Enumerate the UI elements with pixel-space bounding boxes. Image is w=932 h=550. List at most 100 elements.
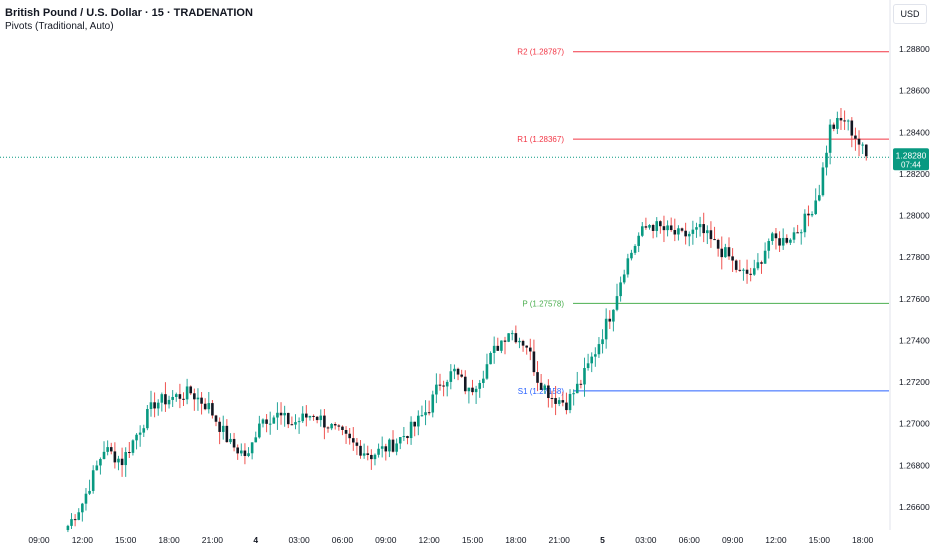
candle-body — [178, 394, 182, 399]
candle-body — [207, 403, 211, 410]
candle-body — [193, 393, 196, 400]
candle-body — [807, 213, 810, 216]
candle-body — [720, 248, 724, 258]
candle-body — [91, 470, 95, 491]
candle-body — [413, 421, 416, 427]
candle-body — [333, 424, 337, 426]
candle-body — [214, 415, 218, 422]
candle-body — [673, 230, 677, 235]
candle-body — [463, 376, 467, 392]
symbol-title[interactable]: British Pound / U.S. Dollar · 15 · TRADE… — [5, 7, 253, 19]
candle-body — [286, 412, 290, 425]
candle-body — [706, 230, 709, 234]
candle-body — [355, 442, 359, 446]
candle-body — [70, 519, 73, 526]
time-tick-label: 12:00 — [419, 535, 441, 545]
candle-body — [351, 438, 355, 443]
candle-body — [427, 412, 431, 414]
candle-body — [442, 385, 445, 387]
candle-body — [323, 415, 326, 428]
candle-body — [767, 241, 771, 251]
candle-body — [474, 388, 478, 393]
pivot-label: R1 (1.28367) — [517, 135, 564, 144]
time-tick-label: 12:00 — [72, 535, 94, 545]
candle-body — [612, 309, 615, 322]
pivot-label: P (1.27578) — [522, 299, 564, 308]
candle-body — [265, 419, 268, 424]
currency-button[interactable]: USD — [893, 4, 927, 24]
candle-body — [297, 421, 301, 423]
candle-body — [760, 262, 763, 264]
candle-body — [709, 230, 713, 240]
candle-body — [500, 340, 503, 351]
time-tick-label: 03:00 — [288, 535, 310, 545]
candle-body — [622, 274, 626, 283]
candle-body — [467, 387, 471, 392]
candle-body — [496, 345, 500, 351]
candle-body — [825, 152, 828, 168]
candle-body — [305, 413, 308, 418]
candle-body — [460, 374, 463, 377]
candle-body — [507, 333, 510, 342]
candle-body — [857, 138, 861, 145]
candle-body — [583, 368, 586, 385]
candle-body — [597, 344, 601, 355]
candle-body — [861, 144, 864, 146]
last-price-value: 1.28280 — [896, 150, 927, 160]
candle-body — [88, 490, 91, 494]
time-tick-label: 03:00 — [635, 535, 657, 545]
last-price-tag[interactable] — [893, 148, 929, 171]
price-tick-label: 1.28600 — [899, 86, 930, 96]
candle-body — [554, 398, 557, 404]
candle-body — [655, 221, 659, 231]
candle-body — [680, 228, 684, 231]
candle-body — [84, 493, 88, 504]
candle-body — [485, 364, 489, 379]
candle-body — [648, 225, 651, 228]
candle-body — [745, 269, 749, 274]
candle-body — [510, 333, 514, 335]
candle-body — [330, 424, 333, 429]
candle-body — [109, 447, 113, 452]
candle-body — [120, 458, 124, 466]
time-tick-label: 06:00 — [332, 535, 354, 545]
candle-body — [626, 258, 630, 275]
candle-body — [756, 262, 760, 269]
candle-body — [445, 381, 449, 387]
candle-body — [203, 403, 207, 410]
candle-body — [312, 415, 315, 417]
price-tick-label: 1.27800 — [899, 252, 930, 262]
candle-body — [492, 345, 496, 353]
candle-body — [456, 368, 460, 375]
candle-body — [633, 245, 637, 253]
candle-body — [337, 425, 341, 427]
candle-body — [568, 393, 572, 411]
candle-body — [138, 432, 142, 435]
candle-body — [666, 225, 669, 231]
candle-body — [529, 347, 532, 352]
candle-body — [66, 525, 70, 531]
chart-legend: British Pound / U.S. Dollar · 15 · TRADE… — [5, 6, 253, 33]
candle-body — [471, 387, 474, 393]
indicator-label[interactable]: Pivots (Traditional, Auto) — [5, 21, 114, 32]
time-tick-label: 15:00 — [809, 535, 831, 545]
candle-body — [771, 233, 774, 242]
candle-body — [185, 386, 189, 400]
time-tick-label: 18:00 — [505, 535, 527, 545]
candle-body — [417, 415, 420, 427]
candle-body — [575, 383, 579, 394]
candle-body — [211, 403, 214, 416]
time-tick-label: 09:00 — [722, 535, 744, 545]
candle-body — [81, 503, 84, 513]
candle-body — [539, 382, 543, 390]
candle-body — [716, 239, 720, 249]
candle-body — [843, 120, 846, 122]
candle-body — [232, 438, 236, 448]
time-tick-label: 09:00 — [28, 535, 50, 545]
candle-body — [550, 398, 554, 400]
candle-body — [778, 238, 781, 246]
candle-body — [229, 438, 232, 443]
candle-body — [789, 239, 792, 243]
